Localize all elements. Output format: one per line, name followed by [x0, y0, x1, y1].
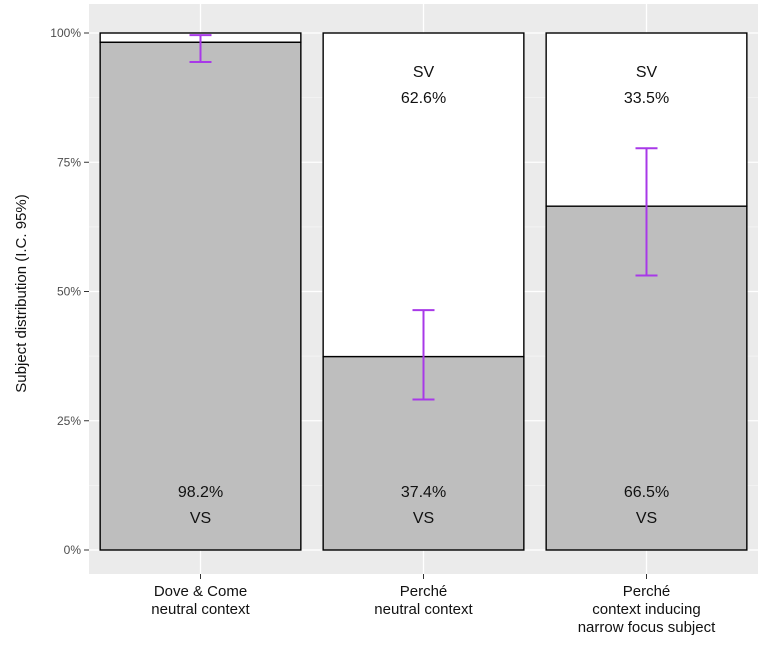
data-label: 33.5%: [624, 90, 669, 107]
x-tick-label: Perché: [623, 583, 671, 600]
y-tick-label: 25%: [57, 414, 81, 428]
data-label: 37.4%: [401, 484, 446, 501]
y-tick-label: 50%: [57, 285, 81, 299]
data-label: 98.2%: [178, 484, 223, 501]
series-label-vs: VS: [190, 510, 211, 527]
data-label: 62.6%: [401, 90, 446, 107]
x-tick-label: context inducing: [592, 601, 700, 618]
bar-segment-sv: [322, 32, 525, 358]
y-tick-label: 75%: [57, 155, 81, 169]
data-label: 66.5%: [624, 484, 669, 501]
bar-segment-vs: [99, 41, 302, 551]
y-axis-title: Subject distribution (I.C. 95%): [13, 194, 30, 392]
x-tick-label: Dove & Come: [154, 583, 247, 600]
y-tick-label: 100%: [50, 26, 81, 40]
series-label-sv: SV: [413, 64, 435, 81]
x-tick-label: neutral context: [151, 601, 250, 618]
x-tick-label: Perché: [400, 583, 448, 600]
x-tick-label: neutral context: [374, 601, 473, 618]
series-label-vs: VS: [413, 510, 434, 527]
y-tick-label: 0%: [64, 543, 82, 557]
series-label-vs: VS: [636, 510, 657, 527]
x-tick-label: narrow focus subject: [578, 619, 716, 636]
series-label-sv: SV: [636, 64, 658, 81]
